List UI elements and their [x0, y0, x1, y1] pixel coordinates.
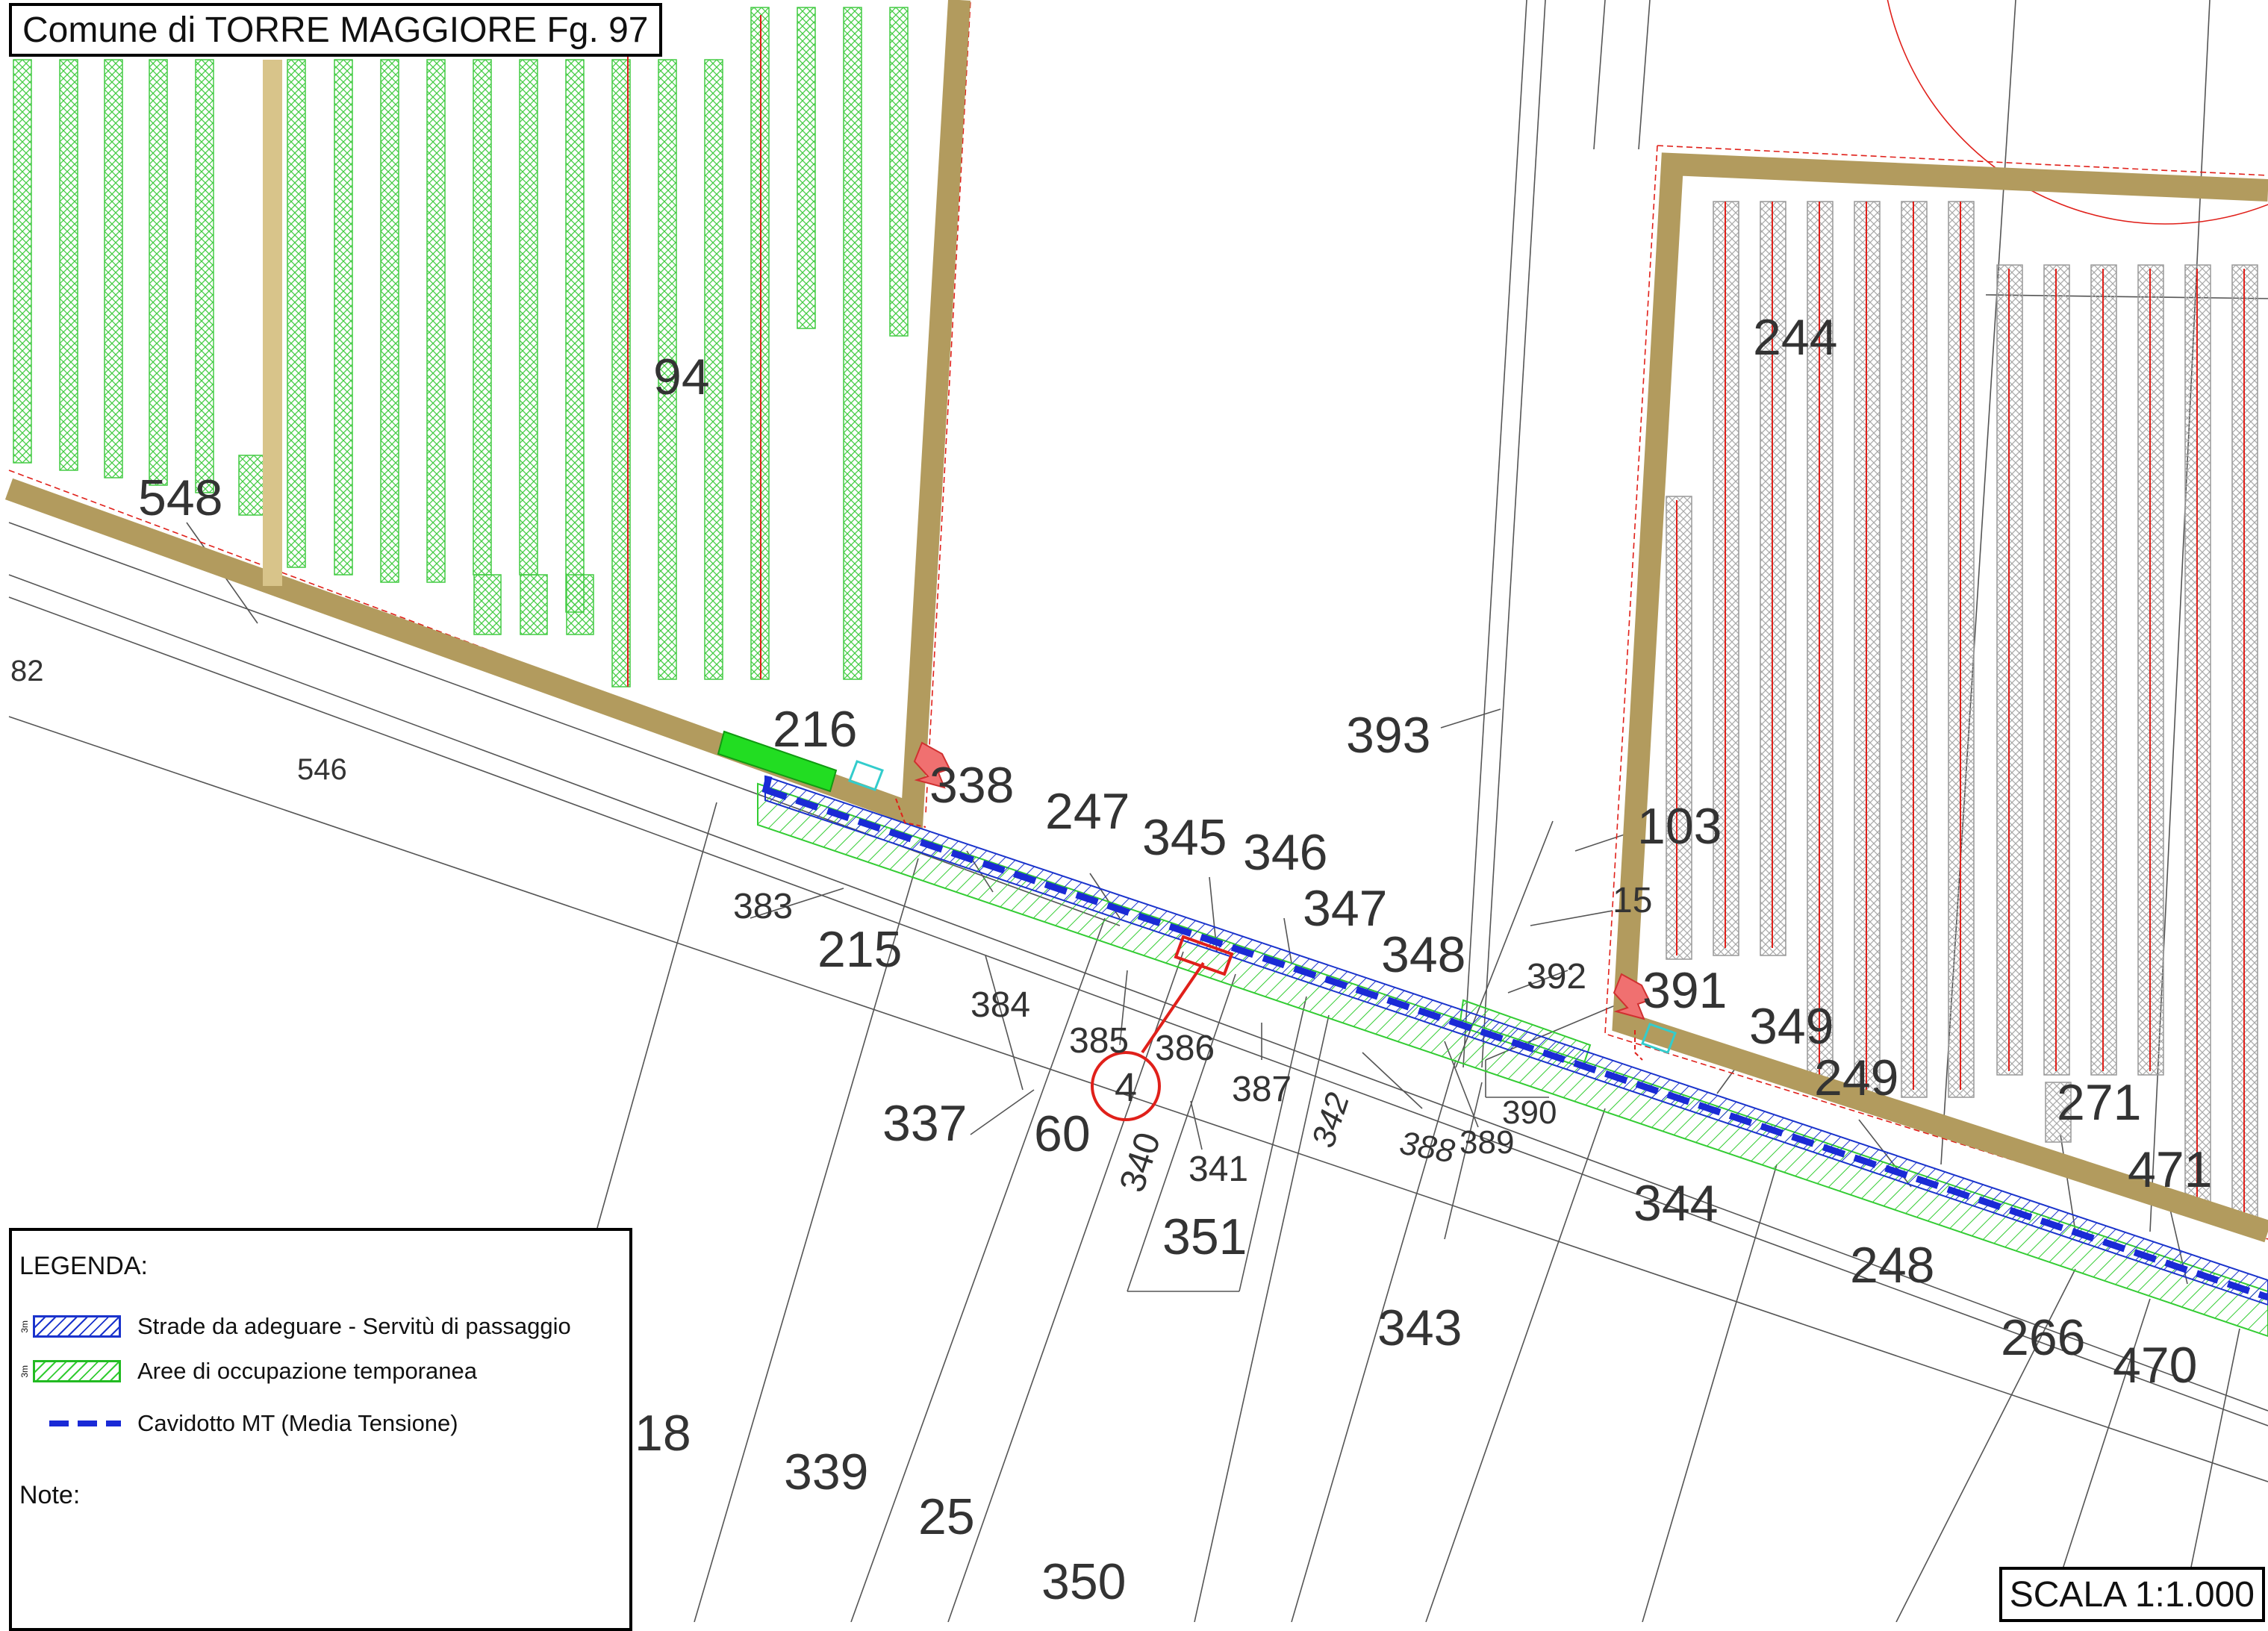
parcel-label: 94	[653, 349, 710, 405]
legend-item-label: Cavidotto MT (Media Tensione)	[137, 1410, 458, 1436]
crossing-marker: 4	[1091, 935, 1234, 1121]
parcel-label: 342	[1305, 1088, 1356, 1152]
parcel-label: 82	[10, 655, 44, 687]
parcel-label: 348	[1381, 926, 1465, 983]
gate-arrows	[895, 741, 1651, 1061]
legend-item-temporary-area: 3m Aree di occupazione temporanea	[19, 1358, 477, 1385]
parcel-labels: 94 548 82 546 216 338 247 345 346 393 10…	[10, 309, 2212, 1610]
parcel-label: 546	[297, 753, 347, 786]
parcel-label: 390	[1502, 1094, 1557, 1131]
parcel-label: 383	[733, 887, 793, 926]
legend-panel: LEGENDA: 3m Strade da adeguare - Servitù…	[9, 1228, 632, 1631]
parcel-label: 392	[1527, 957, 1586, 997]
dashed-cable-symbol	[49, 1421, 121, 1426]
parcel-label: 266	[2001, 1309, 2085, 1366]
parcel-label: 385	[1069, 1021, 1129, 1061]
parcel-label: 271	[2057, 1074, 2141, 1131]
parcel-label: 338	[929, 757, 1014, 814]
parcel-label: 350	[1041, 1553, 1126, 1610]
blue-hatch-symbol	[33, 1315, 121, 1338]
parcel-label: 386	[1155, 1029, 1215, 1068]
legend-item-road-easement: 3m Strade da adeguare - Servitù di passa…	[19, 1313, 571, 1340]
entrance-block	[717, 730, 838, 793]
parcel-label: 471	[2128, 1141, 2212, 1198]
parcel-label: 341	[1188, 1150, 1248, 1189]
parcel-label: 388	[1397, 1125, 1457, 1170]
parcel-label: 343	[1377, 1300, 1462, 1356]
legend-item-mt-cable: Cavidotto MT (Media Tensione)	[19, 1410, 458, 1437]
legend-title: LEGENDA:	[19, 1252, 148, 1280]
parcel-label: 248	[1850, 1237, 1934, 1294]
crossing-marker-label: 4	[1115, 1065, 1137, 1110]
parcel-label: 351	[1162, 1209, 1247, 1265]
parcel-label: 340	[1112, 1128, 1168, 1197]
legend-item-label: Strade da adeguare - Servitù di passaggi…	[137, 1313, 571, 1339]
parcel-label: 347	[1303, 880, 1387, 937]
parcel-label: 25	[918, 1488, 975, 1545]
solar-panels-right	[1666, 201, 2258, 1236]
legend-item-label: Aree di occupazione temporanea	[137, 1358, 477, 1384]
parcel-label: 215	[817, 921, 902, 978]
parcel-label: 216	[773, 701, 857, 758]
scale-label: SCALA 1:1.000	[1998, 1567, 2265, 1622]
parcel-label: 346	[1243, 824, 1327, 881]
legend-width-tag: 3m	[19, 1320, 30, 1333]
parcel-label: 15	[1613, 881, 1652, 920]
parcel-label: 18	[635, 1405, 691, 1462]
parcel-label: 384	[971, 985, 1030, 1025]
parcel-label: 389	[1459, 1124, 1514, 1161]
parcel-label: 244	[1753, 309, 1837, 366]
parcel-label: 249	[1814, 1050, 1898, 1106]
parcel-label: 349	[1749, 998, 1834, 1055]
solar-panels-left	[13, 7, 909, 687]
perimeter-roads	[4, 0, 2268, 1243]
legend-note: Note:	[19, 1481, 81, 1509]
parcel-label: 339	[784, 1444, 868, 1500]
parcel-label: 345	[1142, 809, 1227, 866]
parcel-label: 344	[1633, 1175, 1718, 1232]
legend-width-tag: 3m	[19, 1365, 30, 1378]
parcel-label: 393	[1346, 707, 1430, 764]
parcel-label: 60	[1034, 1105, 1091, 1162]
parcel-label: 247	[1045, 783, 1130, 840]
green-hatch-symbol	[33, 1360, 121, 1382]
zone-circle	[1887, 0, 2268, 225]
parcel-label: 337	[882, 1095, 967, 1152]
mt-cable-line	[761, 776, 2268, 1301]
parcel-label: 391	[1642, 962, 1727, 1019]
map-title: Comune di TORRE MAGGIORE Fg. 97	[9, 3, 662, 57]
parcel-label: 387	[1232, 1070, 1292, 1109]
parcel-label: 548	[138, 470, 222, 526]
parcel-label: 103	[1637, 798, 1722, 855]
parcel-label: 470	[2113, 1337, 2197, 1394]
cabins	[848, 760, 1677, 1054]
